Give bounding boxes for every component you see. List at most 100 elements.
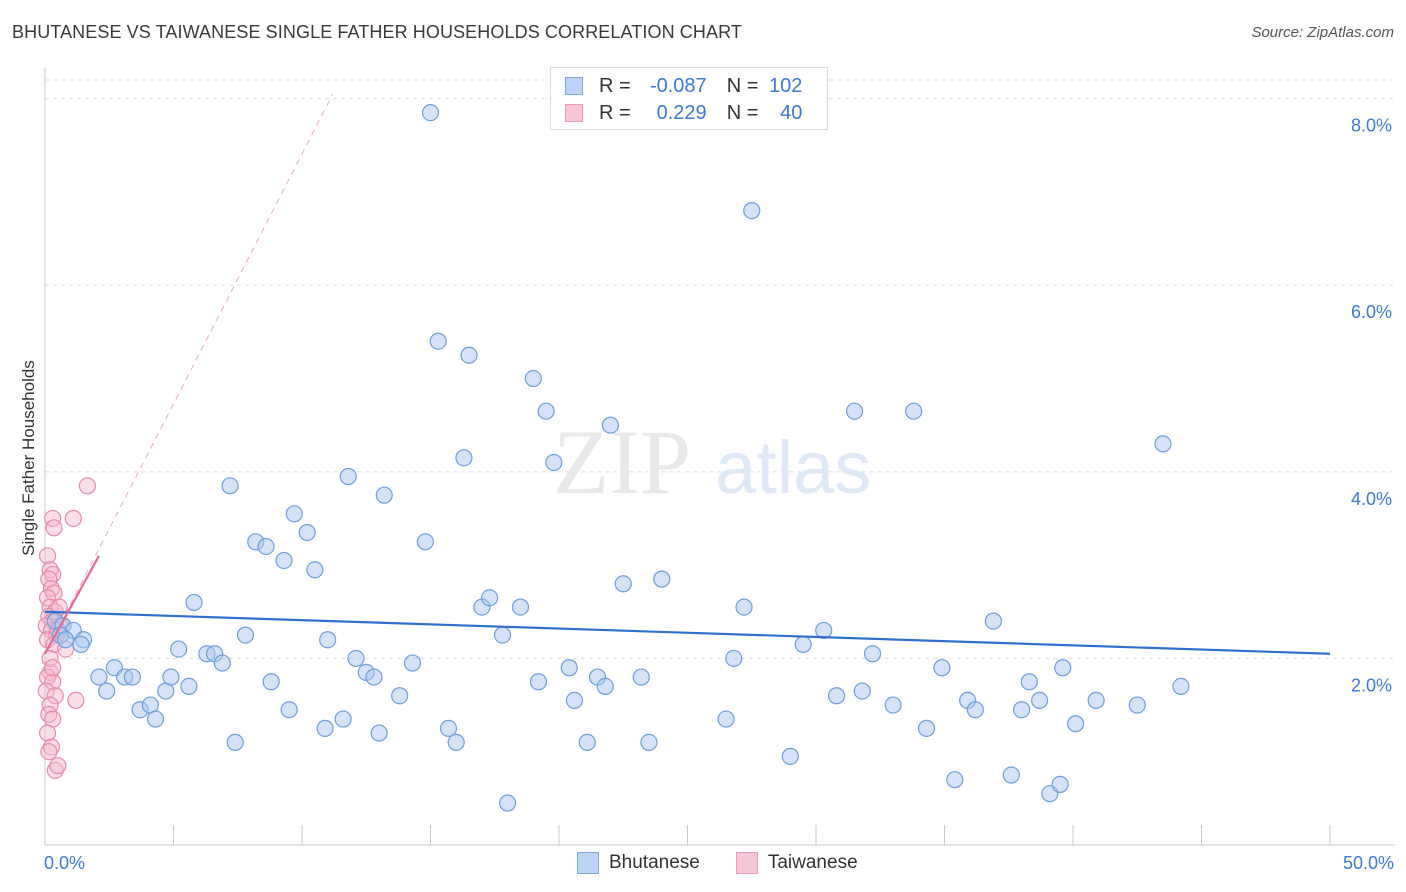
y-tick-label: 2.0% (1351, 675, 1392, 695)
n-label: N = (726, 101, 759, 124)
legend-item-taiwanese[interactable]: Taiwanese (735, 852, 858, 874)
series-legend: Bhutanese Taiwanese (577, 852, 894, 874)
grid-lines (45, 79, 1395, 659)
bhutanese-point (632, 668, 650, 686)
y-tick-label: 8.0% (1351, 116, 1392, 136)
bhutanese-point (339, 467, 357, 486)
taiwanese-point (38, 547, 57, 565)
bhutanese-point (275, 551, 293, 570)
bhutanese-point (285, 505, 303, 523)
bhutanese-point (180, 677, 198, 696)
bhutanese-point (537, 402, 555, 420)
bhutanese-point (221, 477, 239, 495)
stats-legend: R = -0.087 N = 102 R = 0.229 N = 40 (550, 67, 828, 130)
x-tick-label: 0.0% (44, 853, 85, 873)
bhutanese-point (98, 682, 116, 700)
bhutanese-point (460, 346, 478, 364)
bhutanese-point (614, 575, 632, 593)
pink-swatch (735, 852, 758, 874)
bhutanese-point (524, 369, 542, 388)
bhutanese-point (966, 701, 984, 719)
taiwanese-point (42, 579, 61, 598)
bhutanese-point (185, 593, 203, 612)
taiwanese-points (37, 477, 97, 779)
bhutanese-point (905, 402, 923, 420)
bhutanese-point (334, 710, 352, 728)
bhutanese-point (170, 640, 188, 658)
bhutanese-point (262, 673, 280, 691)
bhutanese-point (481, 589, 499, 607)
bhutanese-point (365, 668, 383, 686)
bhutanese-point (917, 719, 936, 737)
bhutanese-point (123, 668, 141, 686)
taiwanese-point (49, 757, 67, 775)
pink-swatch (565, 104, 583, 122)
bhutanese-point (845, 402, 864, 420)
taiwanese-point (37, 682, 55, 700)
x-tick-label: 50.0% (1343, 853, 1394, 873)
bhutanese-point (1172, 677, 1190, 696)
taiwanese-point (38, 724, 57, 742)
legend-label: Bhutanese (609, 852, 700, 873)
trend-lines (44, 93, 334, 654)
bhutanese-point (306, 561, 324, 579)
bhutanese-point (601, 416, 620, 434)
legend-item-bhutanese[interactable]: Bhutanese (577, 852, 700, 874)
bhutanese-point (946, 771, 964, 789)
n-label: N = (726, 74, 759, 97)
r-value: -0.087 (649, 74, 707, 97)
bhutanese-point (1128, 696, 1146, 714)
watermark-zip: ZIP (553, 411, 691, 513)
bhutanese-point (421, 104, 440, 122)
bhutanese-point (1154, 435, 1172, 453)
taiwanese-point (46, 761, 64, 779)
bhutanese-point (298, 523, 316, 542)
bhutanese-point (375, 486, 393, 504)
blue-swatch (565, 77, 583, 95)
r-value: 0.229 (656, 101, 707, 124)
bhutanese-point (781, 747, 799, 765)
bhutanese-point (455, 449, 473, 467)
bhutanese-point (370, 724, 388, 742)
bhutanese-point (213, 654, 231, 672)
taiwanese-point (45, 519, 63, 537)
taiwanese-point (38, 668, 57, 686)
bhutanese-point (162, 668, 180, 686)
taiwanese-point (64, 509, 82, 528)
bhutanese-point (403, 654, 422, 672)
bhutanese-point (545, 453, 563, 472)
taiwanese-point (44, 673, 62, 691)
taiwanese-point (46, 687, 64, 705)
bhutanese-point (1066, 715, 1085, 733)
x-tick-labels: 0.0% 50.0% (44, 853, 1394, 873)
bhutanese-point (933, 659, 951, 677)
bhutanese-point (416, 533, 434, 551)
legend-row-bhutanese: R = -0.087 N = 102 (565, 74, 802, 98)
bhutanese-point (863, 645, 882, 663)
bhutanese-point (429, 332, 447, 350)
bhutanese-point (1054, 659, 1072, 677)
y-axis-label: Single Father Households (19, 360, 38, 556)
taiwanese-point (44, 659, 62, 677)
bhutanese-point (391, 687, 409, 705)
n-value: 102 (769, 74, 803, 97)
taiwanese-trend-line (44, 555, 100, 655)
bhutanese-point (257, 537, 275, 556)
watermark: ZIP atlas (553, 411, 871, 513)
bhutanese-point (1087, 691, 1105, 709)
bhutanese-point (447, 733, 465, 751)
bhutanese-point (280, 701, 298, 719)
bhutanese-point (1051, 775, 1069, 793)
bhutanese-point (827, 687, 846, 705)
taiwanese-trend-extension (44, 93, 334, 654)
bhutanese-point (1030, 691, 1049, 709)
watermark-atlas: atlas (715, 426, 871, 509)
y-tick-labels: 2.0% 4.0% 6.0% 8.0% (1351, 116, 1392, 696)
bhutanese-point (511, 598, 530, 616)
n-value: 40 (780, 101, 803, 124)
bhutanese-point (226, 733, 244, 751)
r-label: R = (599, 74, 631, 97)
bhutanese-points (44, 104, 1331, 812)
bhutanese-point (560, 659, 578, 677)
